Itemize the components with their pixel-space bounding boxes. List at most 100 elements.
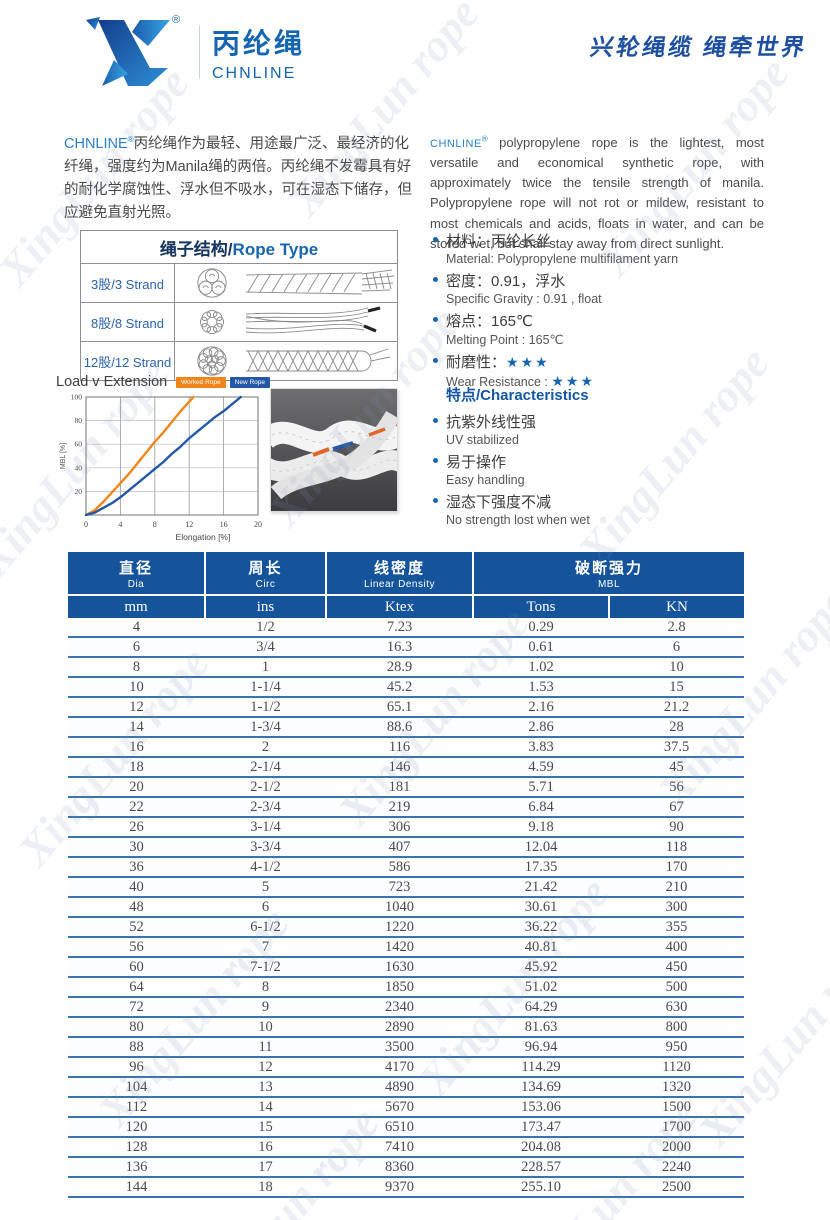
characteristic-item: 抗紫外线性强 UV stabilized [432,411,764,447]
table-cell: 3/4 [205,637,326,658]
star-rating: ★★★ [551,373,596,389]
table-cell: 8 [68,657,205,678]
table-cell: 12 [205,1057,326,1078]
table-cell: 88.6 [326,717,473,738]
unit-ins: ins [204,594,326,618]
table-cell: 3-1/4 [205,817,326,838]
table-row: 40 5 723 21.42 210 [68,877,745,898]
rope-sketch-3strand-icon [245,269,395,295]
table-cell: 2240 [609,1157,745,1178]
brand-inline: CHNLINE [64,135,128,152]
table-cell: 114.29 [473,1057,609,1078]
table-cell: 16.3 [326,637,473,658]
table-cell: 1.53 [473,677,609,698]
rope-type-label: 3股/3 Strand [80,263,175,303]
table-cell: 14 [68,717,205,738]
table-cell: 1420 [326,937,473,958]
col-header-mbl: 破断强力 MBL [471,552,745,595]
table-cell: 0.29 [473,618,609,638]
table-cell: 4890 [326,1077,473,1098]
table-cell: 118 [609,837,745,858]
table-cell: 20 [68,777,205,798]
table-cell: 153.06 [473,1097,609,1118]
table-cell: 10 [609,657,745,678]
table-cell: 12.04 [473,837,609,858]
table-cell: 7410 [326,1137,473,1158]
table-cell: 800 [609,1017,745,1038]
table-cell: 2.8 [609,618,745,638]
unit-mm: mm [68,594,205,618]
table-cell: 355 [609,917,745,938]
header-divider [199,26,200,78]
table-cell: 90 [609,817,745,838]
table-cell: 60 [68,957,205,978]
bullet-icon [433,418,438,423]
table-cell: 204.08 [473,1137,609,1158]
table-cell: 96.94 [473,1037,609,1058]
table-cell: 146 [326,757,473,778]
table-cell: 2 [205,737,326,758]
table-row: 22 2-3/4 219 6.84 67 [68,797,745,818]
intro-paragraph-en: CHNLINE® polypropylene rope is the light… [430,133,764,254]
brand-name: CHNLINE [212,65,297,82]
table-row: 52 6-1/2 1220 36.22 355 [68,917,745,938]
bullet-icon [433,237,438,242]
rope-photo-image [259,389,409,511]
chart-plot-area: 0 4 8 12 16 20 20 40 60 80 100 Elongation [%] MBL [%… [60,393,262,543]
table-cell: 2-1/2 [205,777,326,798]
table-cell: 723 [326,877,473,898]
svg-text:MBL [%]: MBL [%] [60,443,67,469]
table-cell: 21.42 [473,877,609,898]
svg-text:12: 12 [185,520,193,529]
table-cell: 96 [68,1057,205,1078]
company-slogan: 兴轮绳缆 绳牵世界 [588,35,810,60]
legend-worked-rope: Worked Rope [176,376,226,388]
table-cell: 40 [68,877,205,898]
table-cell: 1500 [609,1097,745,1118]
table-cell: 4-1/2 [205,857,326,878]
table-units-row: mm ins Ktex Tons KN [68,594,745,618]
company-logo [84,16,194,88]
table-cell: 2.16 [473,697,609,718]
cross-section-3strand-icon [197,268,227,298]
chart-title: Load v Extension [56,374,168,390]
spec-item: 密度：0.91，浮水 Specific Gravity : 0.91 , flo… [432,270,764,306]
svg-text:80: 80 [75,416,83,425]
table-cell: 72 [68,997,205,1018]
table-row: 30 3-3/4 407 12.04 118 [68,837,745,858]
table-row: 136 17 8360 228.57 2240 [68,1157,745,1178]
svg-text:4: 4 [118,520,122,529]
table-cell: 16 [205,1137,326,1158]
registered-mark: ® [172,14,181,26]
table-cell: 500 [609,977,745,998]
table-cell: 1040 [326,897,473,918]
table-cell: 1-1/4 [205,677,326,698]
table-cell: 45.2 [326,677,473,698]
table-cell: 56 [68,937,205,958]
rope-sketch-8strand-icon [245,306,381,334]
table-cell: 4170 [326,1057,473,1078]
table-cell: 6510 [326,1117,473,1138]
table-cell: 181 [326,777,473,798]
table-cell: 6-1/2 [205,917,326,938]
col-header-density: 线密度 Linear Density [325,552,473,595]
table-cell: 15 [609,677,745,698]
table-cell: 30 [68,837,205,858]
table-cell: 6 [205,897,326,918]
table-cell: 4.59 [473,757,609,778]
table-cell: 15 [205,1117,326,1138]
table-cell: 400 [609,937,745,958]
table-cell: 14 [205,1097,326,1118]
table-row: 120 15 6510 173.47 1700 [68,1117,745,1138]
table-cell: 228.57 [473,1157,609,1178]
table-cell: 2000 [609,1137,745,1158]
table-header-row: 直径 Dia 周长 Circ 线密度 Linear Density 破断强力 MBL [68,552,745,595]
table-cell: 112 [68,1097,205,1118]
table-row: 36 4-1/2 586 17.35 170 [68,857,745,878]
table-cell: 5670 [326,1097,473,1118]
svg-text:100: 100 [71,393,83,402]
table-cell: 0.61 [473,637,609,658]
table-cell: 7 [205,937,326,958]
table-cell: 16 [68,737,205,758]
